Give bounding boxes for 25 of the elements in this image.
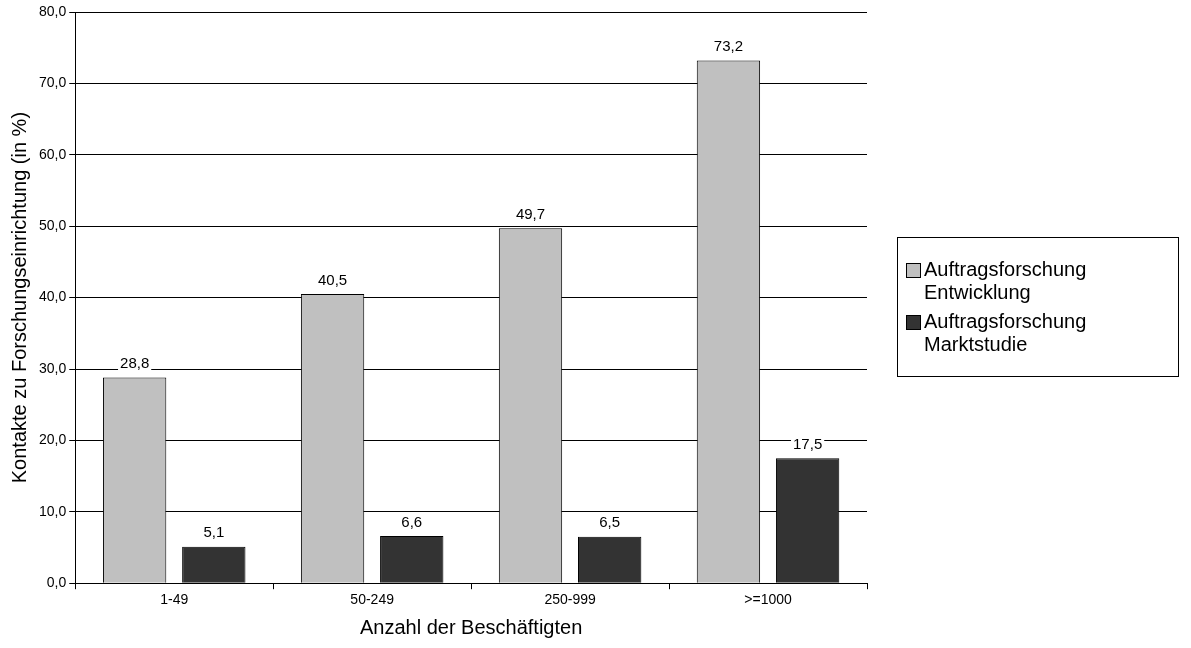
y-tick-label: 60,0 (39, 145, 67, 162)
y-tick-label: 50,0 (39, 217, 67, 234)
y-axis-title: Kontakte zu Forschungseinrichtung (in %) (7, 111, 30, 484)
y-tick-label: 20,0 (39, 431, 67, 448)
y-tick-label: 0,0 (46, 574, 67, 591)
x-tick-label: 1-49 (160, 591, 189, 608)
data-label: 17,5 (793, 434, 823, 452)
legend-label: Auftragsforschung Entwicklung (924, 258, 1088, 304)
x-tick-label: >=1000 (744, 591, 792, 608)
legend-label: Auftragsforschung Marktstudie (924, 310, 1088, 356)
y-tick-label: 40,0 (39, 288, 67, 305)
x-tick-label: 50-249 (350, 591, 395, 608)
data-label: 28,8 (120, 354, 150, 372)
data-label: 49,7 (515, 204, 546, 222)
data-label: 5,1 (203, 523, 225, 541)
y-tick-label: 80,0 (39, 2, 67, 19)
data-label: 73,2 (713, 37, 744, 55)
x-tick-label: 250-999 (544, 591, 596, 608)
x-axis-title: Anzahl der Beschäftigten (359, 615, 583, 638)
data-label: 6,6 (401, 512, 423, 530)
y-tick-label: 70,0 (39, 74, 67, 91)
data-label: 6,5 (599, 513, 621, 531)
y-tick-label: 30,0 (39, 359, 67, 376)
data-label: 40,5 (317, 270, 348, 288)
y-tick-label: 10,0 (39, 502, 67, 519)
